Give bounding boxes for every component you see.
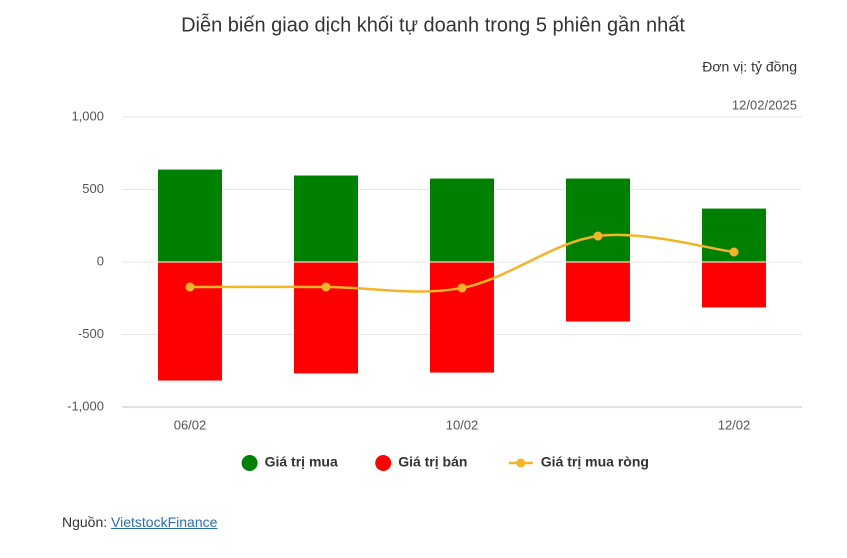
line-marker [729,247,739,257]
bar [701,261,767,309]
unit: Đơn vị: tỷ đồng [702,59,797,75]
bar [565,261,631,323]
source-label: Nguồn: [62,514,112,530]
bar [293,174,359,263]
legend-label: Giá trị mua ròng [541,454,649,470]
legend-label: Giá trị mua [265,454,338,470]
y-tick-label: -500 [78,326,104,341]
bar [157,168,223,263]
chart: Diễn biến giao dịch khối tự doanh trong … [67,13,802,471]
line-marker [185,282,195,292]
chart-title: Diễn biến giao dịch khối tự doanh trong … [181,13,685,36]
bar [429,261,495,374]
bar [293,261,359,375]
legend-label: Giá trị bán [398,454,467,470]
x-tick-label: 06/02 [174,417,207,432]
bar [429,177,495,263]
line-marker [321,282,331,292]
legend-symbol [375,455,392,471]
y-tick-label: 1,000 [71,108,104,123]
source-link[interactable]: VietstockFinance [111,514,218,530]
bar [157,261,223,382]
y-tick-label: 500 [82,181,104,196]
date: 12/02/2025 [732,97,797,112]
legend-symbol [241,455,258,471]
legend-symbol [516,458,526,468]
y-tick-label: 0 [97,253,104,268]
line-marker [457,283,467,293]
y-tick-label: -1,000 [67,398,104,413]
source: Nguồn: VietstockFinance [62,514,217,530]
bar [565,177,631,263]
line-marker [593,231,603,241]
x-tick-label: 12/02 [718,417,751,432]
x-tick-label: 10/02 [446,417,479,432]
